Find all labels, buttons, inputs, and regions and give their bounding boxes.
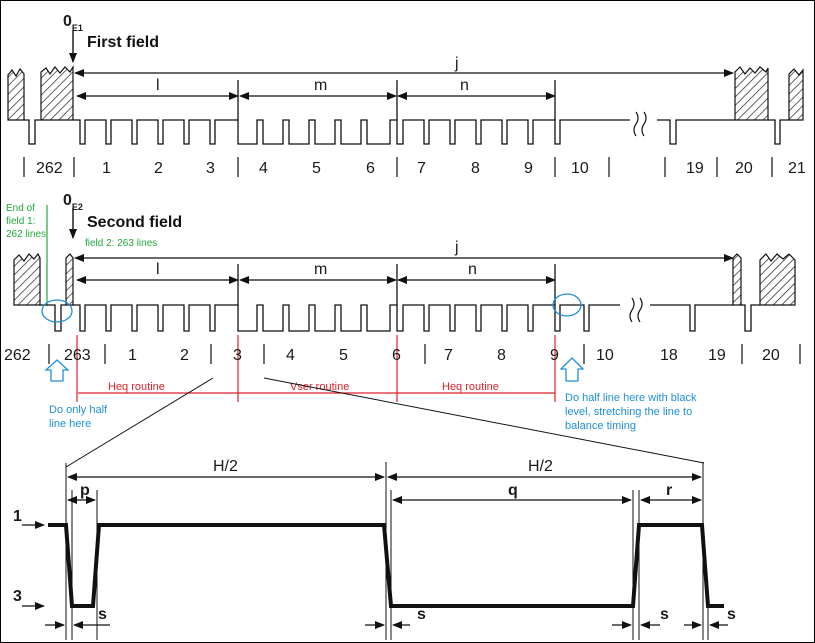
half-line-arrow-right bbox=[559, 357, 585, 382]
second-field-video-blocks bbox=[13, 252, 796, 306]
field2-lines-note: field 2: 263 lines bbox=[85, 238, 157, 249]
f1-line-4: 4 bbox=[259, 160, 268, 177]
p-label: p bbox=[80, 482, 90, 499]
s-label-1: s bbox=[98, 606, 107, 623]
f2-line-3: 3 bbox=[233, 347, 242, 364]
s-label-3: s bbox=[660, 606, 669, 623]
origin-e1-label: 0E1 bbox=[63, 13, 83, 33]
first-field-sync-waveform bbox=[24, 119, 789, 145]
half-line-marker-left bbox=[41, 299, 73, 323]
first-field-title: First field bbox=[87, 34, 159, 51]
f1-line-6: 6 bbox=[366, 160, 375, 177]
f2-line-9: 9 bbox=[550, 347, 559, 364]
second-field-intervals bbox=[74, 254, 734, 305]
f1-line-8: 8 bbox=[471, 160, 480, 177]
half-line-right-note: Do half line here with black level, stre… bbox=[565, 392, 700, 432]
second-field-sync-waveform bbox=[40, 304, 760, 332]
f1-line-262: 262 bbox=[36, 160, 63, 177]
f1-line-19: 19 bbox=[686, 160, 704, 177]
f1-line-2: 2 bbox=[154, 160, 163, 177]
f1-line-3: 3 bbox=[206, 160, 215, 177]
f1-line-9: 9 bbox=[524, 160, 533, 177]
origin-e2-label: 0E2 bbox=[63, 192, 83, 212]
f2-line-263: 263 bbox=[64, 347, 91, 364]
f2-line-6: 6 bbox=[392, 347, 401, 364]
f2-line-5: 5 bbox=[339, 347, 348, 364]
f2-interval-l-label: l bbox=[156, 261, 160, 278]
zoom-line-right bbox=[263, 377, 705, 464]
first-field-header: 0E1 First field bbox=[63, 13, 159, 63]
f2-line-4: 4 bbox=[286, 347, 295, 364]
f2-interval-m-label: m bbox=[314, 261, 327, 278]
f2-interval-n-label: n bbox=[468, 261, 477, 278]
first-field-line-dividers bbox=[23, 157, 773, 177]
second-field-title: Second field bbox=[87, 214, 182, 231]
detail-dimension-arrows bbox=[22, 473, 728, 629]
second-field-header: 0E2 Second field bbox=[63, 192, 182, 239]
r-label: r bbox=[666, 482, 672, 499]
heq-routine-label-1: Heq routine bbox=[108, 381, 165, 393]
f1-line-21: 21 bbox=[788, 160, 806, 177]
first-field-break-mark bbox=[633, 111, 647, 137]
half-line-marker-right bbox=[552, 293, 582, 317]
half-line-left-note: Do only half line here bbox=[49, 404, 110, 430]
f2-line-1: 1 bbox=[128, 347, 137, 364]
f2-interval-j-label: j bbox=[454, 239, 459, 256]
second-field-break-mark bbox=[629, 297, 643, 323]
half-line-arrow-left bbox=[44, 359, 70, 382]
zoom-line-left bbox=[65, 377, 214, 468]
first-field-intervals bbox=[74, 69, 734, 120]
interval-m-label: m bbox=[314, 77, 327, 94]
vser-routine-label: Vser routine bbox=[290, 381, 349, 393]
f1-line-20: 20 bbox=[735, 160, 753, 177]
f2-line-18: 18 bbox=[660, 347, 678, 364]
heq-routine-label-2: Heq routine bbox=[442, 381, 499, 393]
q-label: q bbox=[508, 482, 518, 499]
end-of-field1-note: End of field 1: 262 lines bbox=[6, 203, 46, 240]
f1-line-10: 10 bbox=[571, 160, 589, 177]
second-field-line-dividers bbox=[48, 344, 801, 364]
f2-line-7: 7 bbox=[444, 347, 453, 364]
level-1-label: 1 bbox=[13, 508, 22, 525]
interval-j-label: j bbox=[454, 55, 459, 72]
f2-line-19: 19 bbox=[708, 347, 726, 364]
second-field-line-numbers: 262 263 1 2 3 4 5 6 7 8 9 10 18 19 20 bbox=[4, 347, 780, 364]
s-label-4: s bbox=[727, 606, 736, 623]
f2-line-8: 8 bbox=[497, 347, 506, 364]
f1-line-7: 7 bbox=[417, 160, 426, 177]
detail-pulse-waveform bbox=[48, 523, 724, 608]
s-label-2: s bbox=[417, 606, 426, 623]
f1-line-1: 1 bbox=[102, 160, 111, 177]
interval-l-label: l bbox=[156, 77, 160, 94]
h-half-2-label: H/2 bbox=[528, 458, 553, 475]
level-3-label: 3 bbox=[13, 588, 22, 605]
f2-line-2: 2 bbox=[180, 347, 189, 364]
f2-line-10: 10 bbox=[596, 347, 614, 364]
interval-n-label: n bbox=[460, 77, 469, 94]
first-field-video-blocks bbox=[7, 64, 804, 121]
h-half-1-label: H/2 bbox=[213, 458, 238, 475]
first-field-line-numbers: 262 1 2 3 4 5 6 7 8 9 10 19 20 21 bbox=[36, 160, 806, 177]
red-routine-markers bbox=[76, 335, 556, 402]
f1-line-5: 5 bbox=[312, 160, 321, 177]
f2-line-262: 262 bbox=[4, 347, 31, 364]
f2-line-20: 20 bbox=[762, 347, 780, 364]
